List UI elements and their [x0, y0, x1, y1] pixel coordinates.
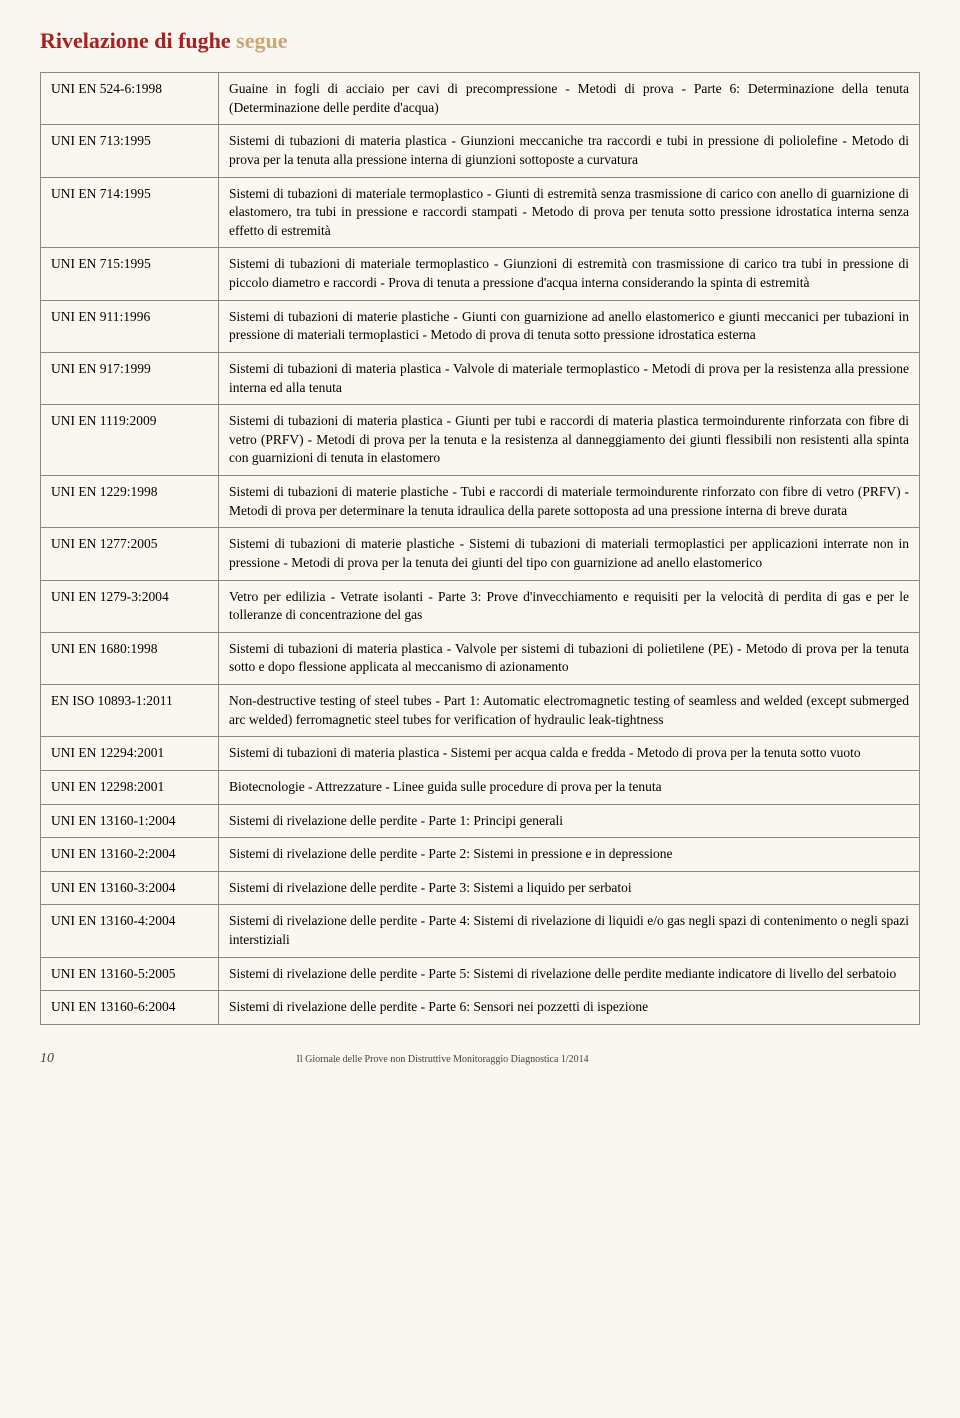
standard-code: UNI EN 13160-2:2004 [41, 838, 219, 872]
standard-description: Sistemi di tubazioni di materie plastich… [219, 476, 920, 528]
standard-code: UNI EN 1277:2005 [41, 528, 219, 580]
standard-code: UNI EN 1119:2009 [41, 405, 219, 476]
page-number: 10 [40, 1051, 54, 1066]
standard-description: Sistemi di rivelazione delle perdite - P… [219, 871, 920, 905]
standard-description: Sistemi di tubazioni di materiale termop… [219, 248, 920, 300]
table-row: UNI EN 13160-1:2004Sistemi di rivelazion… [41, 804, 920, 838]
footer: 10 Il Giornale delle Prove non Distrutti… [40, 1051, 920, 1067]
standard-code: UNI EN 13160-3:2004 [41, 871, 219, 905]
standard-description: Sistemi di rivelazione delle perdite - P… [219, 905, 920, 957]
standard-code: UNI EN 917:1999 [41, 352, 219, 404]
table-row: UNI EN 12298:2001Biotecnologie - Attrezz… [41, 770, 920, 804]
table-row: UNI EN 1119:2009Sistemi di tubazioni di … [41, 405, 920, 476]
standard-description: Sistemi di tubazioni di materia plastica… [219, 352, 920, 404]
standard-code: UNI EN 12294:2001 [41, 737, 219, 771]
table-row: EN ISO 10893-1:2011Non-destructive testi… [41, 685, 920, 737]
standard-description: Sistemi di tubazioni di materiale termop… [219, 177, 920, 248]
standard-code: EN ISO 10893-1:2011 [41, 685, 219, 737]
table-row: UNI EN 13160-4:2004Sistemi di rivelazion… [41, 905, 920, 957]
table-row: UNI EN 524-6:1998Guaine in fogli di acci… [41, 73, 920, 125]
standards-table: UNI EN 524-6:1998Guaine in fogli di acci… [40, 72, 920, 1025]
standard-code: UNI EN 713:1995 [41, 125, 219, 177]
standard-description: Non-destructive testing of steel tubes -… [219, 685, 920, 737]
standard-code: UNI EN 1229:1998 [41, 476, 219, 528]
standard-code: UNI EN 1680:1998 [41, 632, 219, 684]
standard-description: Sistemi di rivelazione delle perdite - P… [219, 838, 920, 872]
standard-code: UNI EN 13160-5:2005 [41, 957, 219, 991]
title-suffix: segue [236, 28, 287, 53]
title-main: Rivelazione di fughe [40, 28, 231, 53]
table-row: UNI EN 13160-5:2005Sistemi di rivelazion… [41, 957, 920, 991]
standard-code: UNI EN 714:1995 [41, 177, 219, 248]
table-row: UNI EN 1279-3:2004Vetro per edilizia - V… [41, 580, 920, 632]
standard-code: UNI EN 12298:2001 [41, 770, 219, 804]
table-row: UNI EN 917:1999Sistemi di tubazioni di m… [41, 352, 920, 404]
standard-description: Sistemi di tubazioni di materie plastich… [219, 300, 920, 352]
standard-description: Sistemi di tubazioni di materia plastica… [219, 737, 920, 771]
table-row: UNI EN 13160-3:2004Sistemi di rivelazion… [41, 871, 920, 905]
standard-description: Sistemi di tubazioni di materie plastich… [219, 528, 920, 580]
standard-description: Sistemi di tubazioni di materia plastica… [219, 125, 920, 177]
standard-description: Biotecnologie - Attrezzature - Linee gui… [219, 770, 920, 804]
table-row: UNI EN 713:1995Sistemi di tubazioni di m… [41, 125, 920, 177]
standard-description: Sistemi di tubazioni di materia plastica… [219, 632, 920, 684]
standard-description: Vetro per edilizia - Vetrate isolanti - … [219, 580, 920, 632]
standard-description: Sistemi di rivelazione delle perdite - P… [219, 804, 920, 838]
table-row: UNI EN 1277:2005Sistemi di tubazioni di … [41, 528, 920, 580]
standard-code: UNI EN 715:1995 [41, 248, 219, 300]
table-row: UNI EN 1680:1998Sistemi di tubazioni di … [41, 632, 920, 684]
standard-description: Sistemi di tubazioni di materia plastica… [219, 405, 920, 476]
standard-description: Sistemi di rivelazione delle perdite - P… [219, 957, 920, 991]
table-row: UNI EN 715:1995Sistemi di tubazioni di m… [41, 248, 920, 300]
standard-code: UNI EN 13160-6:2004 [41, 991, 219, 1025]
table-row: UNI EN 12294:2001Sistemi di tubazioni di… [41, 737, 920, 771]
table-row: UNI EN 13160-6:2004Sistemi di rivelazion… [41, 991, 920, 1025]
table-row: UNI EN 1229:1998Sistemi di tubazioni di … [41, 476, 920, 528]
standard-description: Sistemi di rivelazione delle perdite - P… [219, 991, 920, 1025]
standard-description: Guaine in fogli di acciaio per cavi di p… [219, 73, 920, 125]
table-row: UNI EN 13160-2:2004Sistemi di rivelazion… [41, 838, 920, 872]
standard-code: UNI EN 911:1996 [41, 300, 219, 352]
page-title: Rivelazione di fughe segue [40, 28, 920, 54]
table-row: UNI EN 714:1995Sistemi di tubazioni di m… [41, 177, 920, 248]
standard-code: UNI EN 13160-1:2004 [41, 804, 219, 838]
standard-code: UNI EN 1279-3:2004 [41, 580, 219, 632]
standard-code: UNI EN 13160-4:2004 [41, 905, 219, 957]
footer-text: Il Giornale delle Prove non Distruttive … [297, 1054, 589, 1065]
standard-code: UNI EN 524-6:1998 [41, 73, 219, 125]
table-row: UNI EN 911:1996Sistemi di tubazioni di m… [41, 300, 920, 352]
